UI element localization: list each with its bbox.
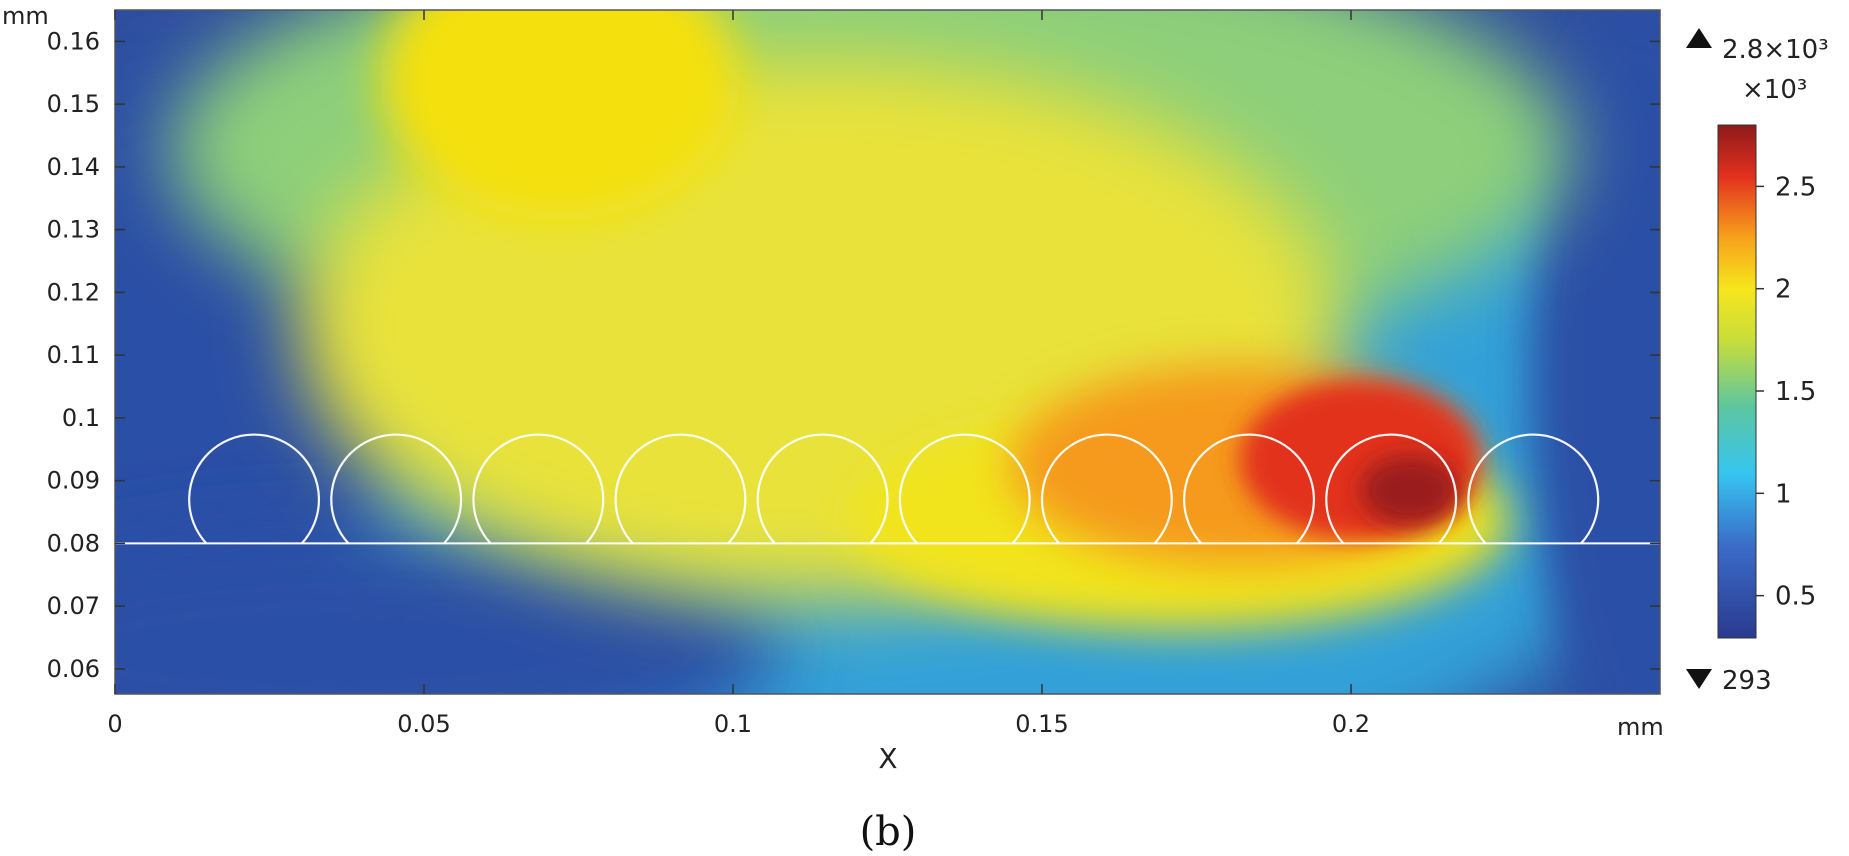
plot-frame bbox=[114, 9, 1661, 695]
y-tick-label-6: 0.12 bbox=[47, 278, 100, 306]
x-unit-label: mm bbox=[1617, 713, 1664, 741]
y-tick-label-2: 0.08 bbox=[47, 529, 100, 557]
particle-outline-1 bbox=[188, 433, 321, 545]
x-tick-label-3: 0.15 bbox=[1015, 710, 1068, 738]
field-region-yellow-top bbox=[380, 10, 740, 220]
particle-outline-9 bbox=[1325, 433, 1458, 545]
colorbar-max-label: 2.8×10³ bbox=[1722, 35, 1829, 65]
particle-outline-5 bbox=[756, 433, 889, 545]
y-tick-label-8: 0.14 bbox=[47, 153, 100, 181]
particle-outline-2 bbox=[330, 433, 463, 545]
figure-caption: (b) bbox=[860, 809, 917, 855]
colorbar-tick-label-3: 2 bbox=[1775, 275, 1792, 305]
x-tick-label-4: 0.2 bbox=[1332, 710, 1370, 738]
colorbar-gradient bbox=[1717, 124, 1757, 639]
y-tick-label-5: 0.11 bbox=[47, 341, 100, 369]
particle-outline-6 bbox=[898, 433, 1031, 545]
colorbar-tick-label-4: 2.5 bbox=[1775, 172, 1816, 202]
colorbar-ticks: 0.5 1 1.5 2 2.5 bbox=[1756, 172, 1816, 612]
colorbar-tick-label-1: 1 bbox=[1775, 479, 1792, 509]
colorbar: 0.5 1 1.5 2 2.5 2.8×10³ ×10³ 293 bbox=[1686, 28, 1829, 696]
colorbar-tick-label-2: 1.5 bbox=[1775, 377, 1816, 407]
x-tick-label-1: 0.05 bbox=[397, 710, 450, 738]
x-tick-label-0: 0 bbox=[107, 710, 122, 738]
y-tick-label-0: 0.06 bbox=[47, 655, 100, 683]
y-tick-label-9: 0.15 bbox=[47, 90, 100, 118]
particle-outline-8 bbox=[1183, 433, 1316, 545]
y-tick-label-7: 0.13 bbox=[47, 216, 100, 244]
field-region-dark-red-core bbox=[1360, 455, 1460, 525]
min-triangle-icon bbox=[1686, 669, 1712, 689]
colorbar-min-label: 293 bbox=[1722, 666, 1772, 696]
colorbar-tick-label-0: 0.5 bbox=[1775, 582, 1816, 612]
field-region-right-blue bbox=[1530, 10, 1660, 694]
y-unit-label: mm bbox=[2, 2, 49, 30]
max-triangle-icon bbox=[1686, 28, 1712, 48]
temperature-field bbox=[115, 10, 1660, 694]
y-axis: 0.06 0.07 0.08 0.09 0.1 0.11 0.12 0.13 0.14 0.15 0… bbox=[47, 27, 1660, 683]
y-tick-label-1: 0.07 bbox=[47, 592, 100, 620]
y-tick-label-4: 0.1 bbox=[62, 404, 100, 432]
particle-outlines bbox=[115, 433, 1660, 545]
colorbar-multiplier: ×10³ bbox=[1742, 75, 1807, 105]
x-tick-label-2: 0.1 bbox=[714, 710, 752, 738]
y-tick-label-10: 0.16 bbox=[47, 27, 100, 55]
y-tick-label-3: 0.09 bbox=[47, 467, 100, 495]
particle-outline-10 bbox=[1467, 433, 1600, 545]
x-axis: 0 0.05 0.1 0.15 0.2 bbox=[107, 10, 1370, 738]
particle-outline-3 bbox=[472, 433, 605, 545]
particle-outline-7 bbox=[1040, 433, 1173, 545]
particle-outline-4 bbox=[614, 433, 747, 545]
x-axis-title: X bbox=[878, 742, 897, 775]
